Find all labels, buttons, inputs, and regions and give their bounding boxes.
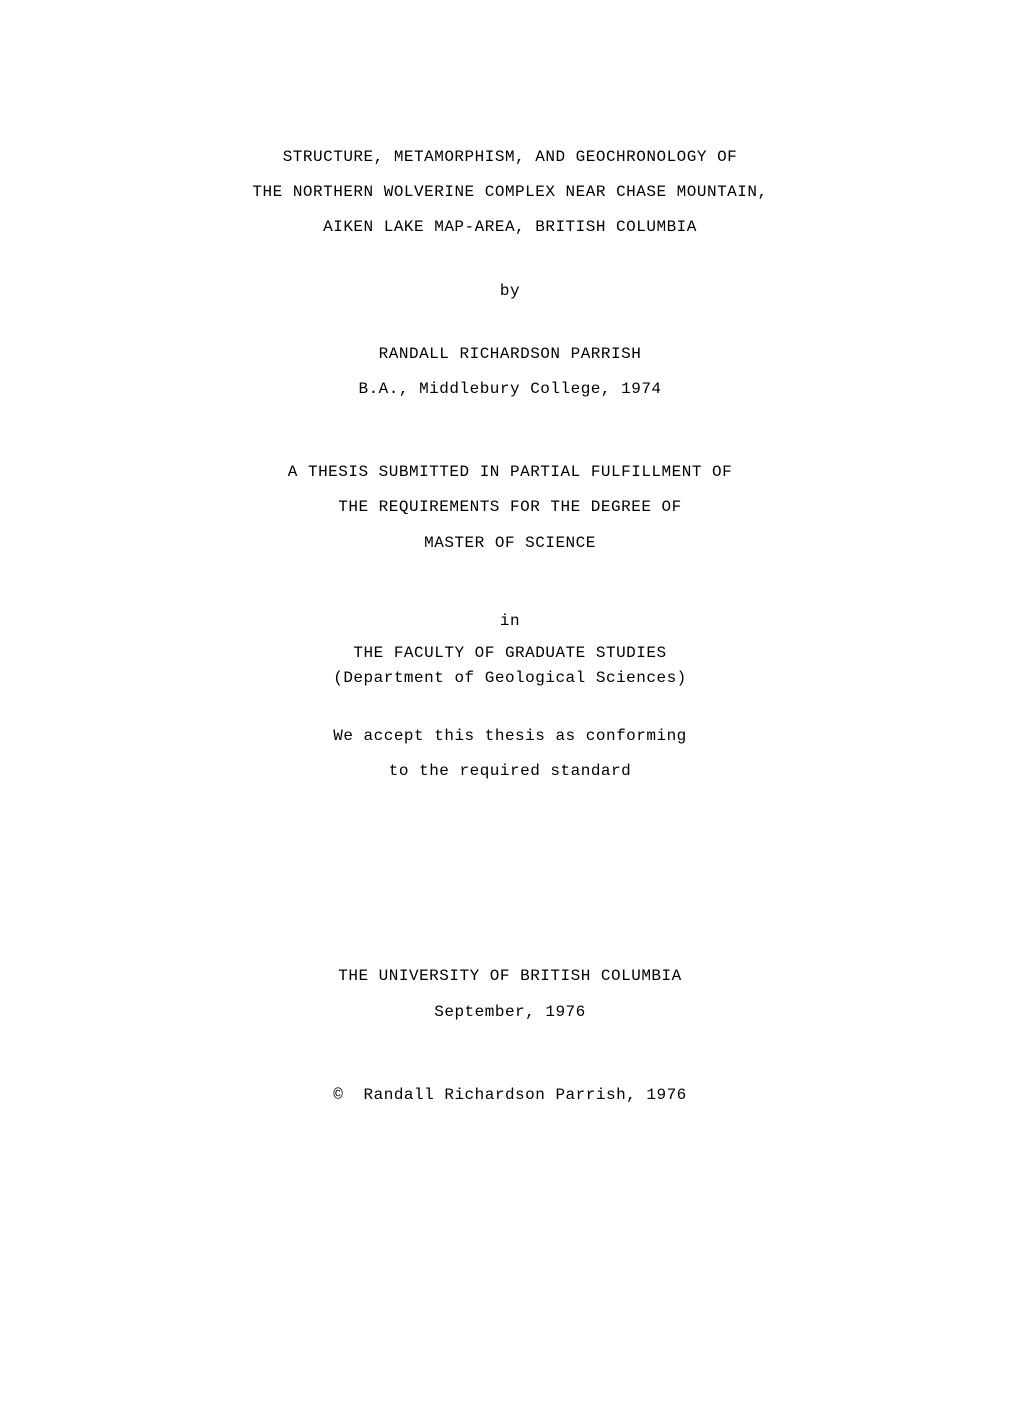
- thesis-line: A THESIS SUBMITTED IN PARTIAL FULFILLMEN…: [110, 455, 910, 490]
- in-word: in: [110, 609, 910, 634]
- title-line: STRUCTURE, METAMORPHISM, AND GEOCHRONOLO…: [110, 140, 910, 175]
- author-block: RANDALL RICHARDSON PARRISH B.A., Middleb…: [110, 337, 910, 407]
- accept-line: to the required standard: [110, 754, 910, 789]
- by-line: by: [110, 274, 910, 309]
- university-line: THE UNIVERSITY OF BRITISH COLUMBIA: [110, 959, 910, 994]
- title-line: THE NORTHERN WOLVERINE COMPLEX NEAR CHAS…: [110, 175, 910, 210]
- thesis-line: THE REQUIREMENTS FOR THE DEGREE OF: [110, 490, 910, 525]
- copyright-block: © Randall Richardson Parrish, 1976: [110, 1078, 910, 1113]
- title-line: AIKEN LAKE MAP-AREA, BRITISH COLUMBIA: [110, 210, 910, 245]
- date-line: September, 1976: [110, 995, 910, 1030]
- thesis-statement-block: A THESIS SUBMITTED IN PARTIAL FULFILLMEN…: [110, 455, 910, 561]
- by-word: by: [110, 274, 910, 309]
- thesis-line: MASTER OF SCIENCE: [110, 526, 910, 561]
- in-block: in THE FACULTY OF GRADUATE STUDIES (Depa…: [110, 609, 910, 691]
- title-block: STRUCTURE, METAMORPHISM, AND GEOCHRONOLO…: [110, 140, 910, 246]
- faculty-line: THE FACULTY OF GRADUATE STUDIES: [110, 641, 910, 666]
- author-prior-degree: B.A., Middlebury College, 1974: [110, 372, 910, 407]
- accept-line: We accept this thesis as conforming: [110, 719, 910, 754]
- department-line: (Department of Geological Sciences): [110, 666, 910, 691]
- university-block: THE UNIVERSITY OF BRITISH COLUMBIA Septe…: [110, 959, 910, 1029]
- acceptance-block: We accept this thesis as conforming to t…: [110, 719, 910, 789]
- author-name: RANDALL RICHARDSON PARRISH: [110, 337, 910, 372]
- copyright-line: © Randall Richardson Parrish, 1976: [110, 1078, 910, 1113]
